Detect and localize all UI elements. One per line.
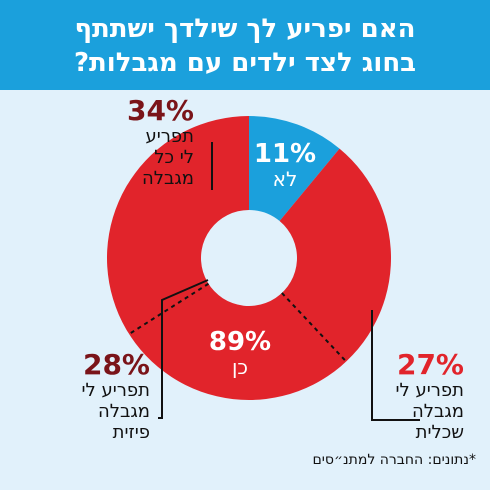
callout-line: לי כל (154, 147, 194, 168)
chart-title: האם יפריע לך שילדך ישתתף בחוג לצד ילדים … (0, 0, 490, 90)
title-line-2: בחוג לצד ילדים עם מגבלות? (73, 48, 417, 78)
donut-slices (107, 116, 391, 400)
slice-no (249, 116, 340, 222)
leader-line-27 (371, 310, 420, 421)
slice-text: לא (272, 167, 298, 191)
callout-physical-limitation: 28% תפריע לי מגבלה פיזית (20, 348, 150, 444)
callout-line: תפריע (145, 126, 194, 147)
slice-label-yes: 89% כן (200, 328, 280, 378)
title-line-1: האם יפריע לך שילדך ישתתף (74, 14, 416, 44)
callout-percent: 27% (396, 348, 464, 381)
slice-percent: 89% (208, 327, 272, 357)
callout-percent: 34% (126, 94, 194, 127)
callout-line: תפריע לי (81, 380, 150, 401)
leader-lines (158, 142, 420, 421)
slice-percent: 11% (253, 139, 317, 169)
callout-line: שכלית (415, 422, 464, 443)
callout-line: מגבלה (141, 168, 194, 189)
slice-label-no: 11% לא (250, 140, 320, 190)
callout-cognitive-limitation: 27% תפריע לי מגבלה שכלית (354, 348, 464, 444)
callout-line: פיזית (112, 422, 150, 443)
callout-any-limitation: 34% תפריע לי כל מגבלה (84, 94, 194, 190)
source-note: *נתונים: החברה למתנ״סים (312, 452, 476, 468)
callout-line: מגבלה (97, 401, 150, 422)
leader-line-28 (158, 279, 209, 419)
slice-text: כן (231, 355, 249, 379)
callout-line: תפריע לי (395, 380, 464, 401)
slice-yes (107, 116, 391, 400)
callout-line: מגבלה (411, 401, 464, 422)
callout-percent: 28% (82, 348, 150, 381)
